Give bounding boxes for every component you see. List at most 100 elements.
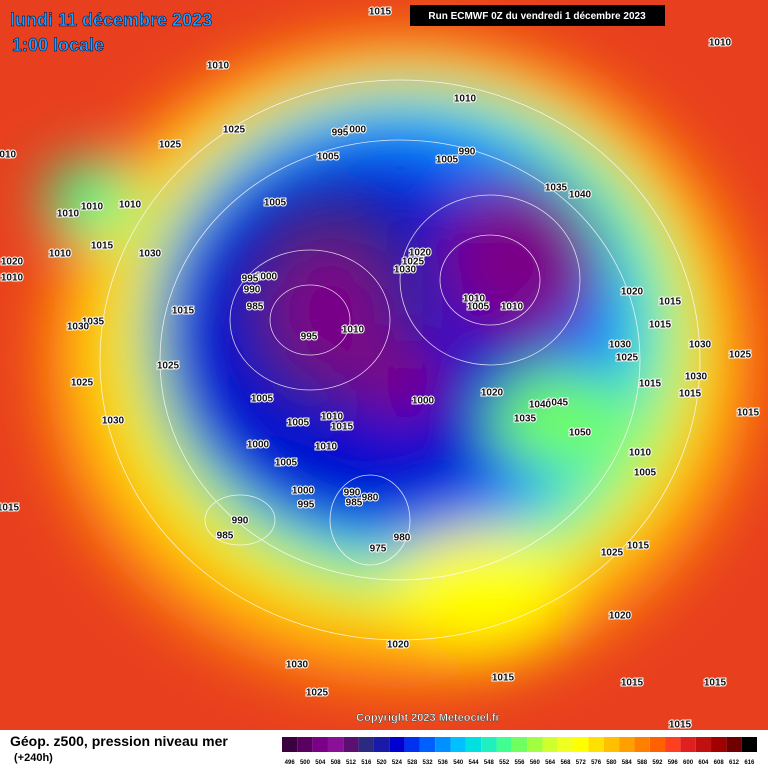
copyright: Copyright 2023 Meteociel.fr bbox=[356, 712, 500, 724]
scale-swatch bbox=[695, 737, 712, 752]
isobar-label: 1030 bbox=[394, 265, 417, 276]
scale-label: 496 bbox=[285, 760, 296, 766]
isobar-label: 1005 bbox=[287, 418, 310, 429]
isobar-label: 1030 bbox=[609, 340, 632, 351]
isobar-label: 1010 bbox=[0, 150, 17, 161]
isobar-label: 1000 bbox=[247, 440, 270, 451]
isobar-label: 990 bbox=[459, 147, 476, 158]
scale-label: 596 bbox=[668, 760, 679, 766]
isobar-label: 1015 bbox=[172, 306, 195, 317]
scale-label: 532 bbox=[423, 760, 434, 766]
scale-swatch bbox=[665, 737, 681, 752]
isobar-label: 1025 bbox=[159, 140, 182, 151]
isobar-label: 1010 bbox=[49, 249, 72, 260]
isobar-label: 1015 bbox=[737, 408, 760, 419]
isobar-label: 1025 bbox=[616, 353, 639, 364]
isobar-label: 995 bbox=[332, 128, 349, 139]
scale-swatch bbox=[588, 737, 604, 752]
isobar-label: 1020 bbox=[481, 388, 504, 399]
scale-label: 524 bbox=[392, 760, 403, 766]
isobar-label: 1030 bbox=[689, 340, 712, 351]
isobar-label: 1005 bbox=[467, 302, 490, 313]
isobar-label: 1010 bbox=[57, 209, 80, 220]
scale-label: 604 bbox=[698, 760, 709, 766]
isobar-label: 1010 bbox=[315, 442, 338, 453]
isobar-label: 980 bbox=[362, 493, 379, 504]
scale-label: 504 bbox=[315, 760, 326, 766]
scale-swatch bbox=[373, 737, 390, 752]
scale-swatch bbox=[680, 737, 696, 752]
isobar-label: 1025 bbox=[601, 548, 624, 559]
isobar-label: 1015 bbox=[627, 541, 650, 552]
scale-label: 500 bbox=[300, 760, 311, 766]
isobar-label: 1015 bbox=[704, 678, 727, 689]
isobar-label: 1015 bbox=[659, 297, 682, 308]
scale-swatch bbox=[389, 737, 405, 752]
isobar-label: 1025 bbox=[402, 257, 425, 268]
isobar-label: 1020 bbox=[1, 257, 24, 268]
scale-swatch bbox=[419, 737, 436, 752]
isobar-label: 1030 bbox=[286, 660, 309, 671]
isobar-label: 995 bbox=[298, 500, 315, 511]
isobar-label: 1035 bbox=[82, 317, 105, 328]
isobar-label: 1000 bbox=[412, 396, 435, 407]
isobar-label: 1005 bbox=[264, 198, 287, 209]
run-info: Run ECMWF 0Z du vendredi 1 décembre 2023 bbox=[428, 11, 646, 22]
scale-label: 520 bbox=[377, 760, 388, 766]
isobar-labels: 1015101010101010102510251010100099599010… bbox=[0, 6, 761, 732]
scale-swatch bbox=[343, 737, 359, 752]
scale-swatch bbox=[634, 737, 650, 752]
isobar-label: 980 bbox=[394, 533, 411, 544]
isobar-label: 1010 bbox=[454, 94, 477, 105]
date: lundi 11 décembre 2023 bbox=[10, 10, 212, 30]
isobar-label: 1020 bbox=[609, 611, 632, 622]
scale-label: 568 bbox=[560, 760, 571, 766]
scale-swatch bbox=[726, 737, 742, 752]
isobar-label: 1000 bbox=[255, 272, 278, 283]
lead-time: (+240h) bbox=[14, 752, 53, 764]
scale-label: 512 bbox=[346, 760, 357, 766]
isobar-label: 1030 bbox=[685, 372, 708, 383]
isobar-label: 1025 bbox=[306, 688, 329, 699]
isobar-label: 1010 bbox=[629, 448, 652, 459]
isobar-label: 990 bbox=[232, 516, 249, 527]
scale-swatch bbox=[358, 737, 374, 752]
scale-swatch bbox=[619, 737, 635, 752]
scale-label: 556 bbox=[514, 760, 525, 766]
isobar-label: 1005 bbox=[275, 458, 298, 469]
isobar-label: 985 bbox=[346, 498, 363, 509]
isobar-label: 1010 bbox=[342, 325, 365, 336]
isobar-label: 985 bbox=[247, 302, 264, 313]
isobar-label: 1030 bbox=[139, 249, 162, 260]
scale-swatch bbox=[435, 737, 451, 752]
isobar-label: 985 bbox=[217, 531, 234, 542]
isobar-label: 1040 bbox=[529, 400, 552, 411]
scale-label: 548 bbox=[484, 760, 495, 766]
isobar-label: 995 bbox=[301, 332, 318, 343]
scale-label: 564 bbox=[545, 760, 556, 766]
scale-label: 528 bbox=[407, 760, 418, 766]
isobar-label: 1030 bbox=[102, 416, 125, 427]
isobar-label: 1010 bbox=[81, 202, 104, 213]
scale-swatch bbox=[312, 737, 328, 752]
scale-swatch bbox=[542, 737, 558, 752]
run-box bbox=[410, 5, 665, 26]
scale-label: 592 bbox=[652, 760, 663, 766]
isobar-label: 1020 bbox=[409, 248, 432, 259]
isobar-label: 1020 bbox=[621, 287, 644, 298]
scale-label: 584 bbox=[622, 760, 633, 766]
isobar-label: 1050 bbox=[569, 428, 592, 439]
isobar-label: 1005 bbox=[634, 468, 657, 479]
isobar-label: 1010 bbox=[1, 273, 24, 284]
isobar-label: 990 bbox=[244, 285, 261, 296]
isobar-label: 1030 bbox=[67, 322, 90, 333]
scale-label: 576 bbox=[591, 760, 602, 766]
isobar-label: 1000 bbox=[292, 486, 315, 497]
isobar-label: 1020 bbox=[387, 640, 410, 651]
isobar-label: 1015 bbox=[679, 389, 702, 400]
isobar-label: 1025 bbox=[729, 350, 752, 361]
legend-title: Géop. z500, pression niveau mer bbox=[10, 733, 228, 749]
isobar-label: 1005 bbox=[436, 155, 459, 166]
isobar-label: 1015 bbox=[621, 678, 644, 689]
